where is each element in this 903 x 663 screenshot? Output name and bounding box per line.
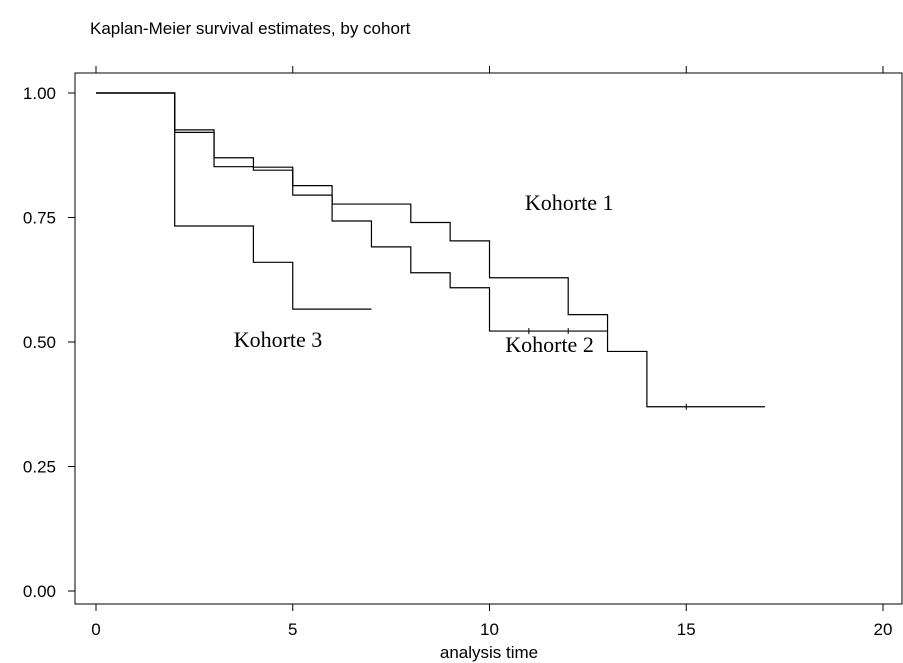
chart-title: Kaplan-Meier survival estimates, by coho… bbox=[90, 19, 411, 38]
series-annotation: Kohorte 1 bbox=[525, 190, 614, 215]
series-line-kohorte-2 bbox=[96, 92, 608, 332]
plot-frame bbox=[74, 72, 903, 605]
x-tick-label: 20 bbox=[874, 620, 893, 639]
y-tick-label: 0.50 bbox=[23, 333, 56, 352]
series-line-kohorte-3 bbox=[96, 92, 372, 310]
y-tick-label: 0.25 bbox=[23, 458, 56, 477]
y-axis: 0.00 0.25 0.50 0.75 1.00 bbox=[23, 84, 75, 601]
x-tick-label: 10 bbox=[480, 620, 499, 639]
x-tick-label: 15 bbox=[677, 620, 696, 639]
series-layer bbox=[96, 92, 765, 410]
y-tick-label: 0.75 bbox=[23, 209, 56, 228]
y-tick-label: 0.00 bbox=[23, 582, 56, 601]
series-annotation: Kohorte 3 bbox=[234, 327, 323, 352]
x-tick-label: 5 bbox=[288, 620, 297, 639]
annotation-layer: Kohorte 1 Kohorte 2 Kohorte 3 bbox=[234, 190, 614, 357]
x-tick-label: 0 bbox=[91, 620, 100, 639]
x-axis: 0 5 10 15 20 bbox=[91, 66, 892, 639]
y-tick-label: 1.00 bbox=[23, 84, 56, 103]
series-annotation: Kohorte 2 bbox=[505, 332, 594, 357]
series-line-kohorte-1 bbox=[96, 92, 765, 408]
x-axis-label: analysis time bbox=[440, 643, 538, 662]
